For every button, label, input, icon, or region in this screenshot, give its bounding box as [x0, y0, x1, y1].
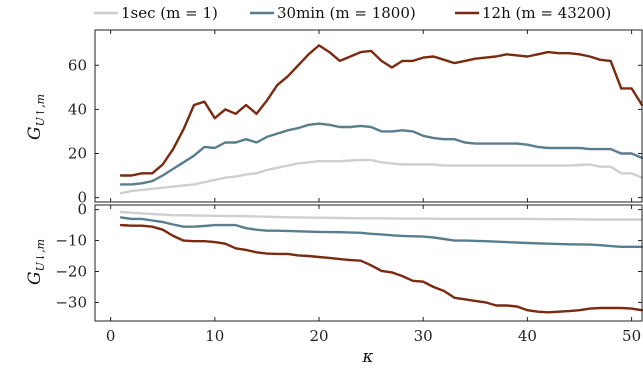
top-y-tick-label: 20 — [68, 144, 87, 162]
top-series-line-1 — [119, 122, 643, 186]
bottom-ticks: 0 −10 −20 −30 0 10 20 30 40 50 — [55, 201, 642, 345]
x-axis-label: κ — [361, 347, 373, 367]
bottom-y-tick-label: −10 — [55, 232, 87, 250]
top-panel: 0 20 40 60 — [68, 29, 643, 207]
top-panel-frame — [94, 29, 643, 203]
top-y-tick-label: 0 — [77, 189, 87, 207]
x-tick-label: 30 — [414, 327, 433, 345]
x-tick-label: 20 — [309, 327, 328, 345]
x-tick-label: 50 — [622, 327, 641, 345]
top-y-axis-label: GU↑,m — [25, 94, 47, 140]
bottom-panel-frame — [94, 204, 643, 322]
top-series-group — [119, 44, 643, 195]
bottom-y-tick-label: −20 — [55, 263, 87, 281]
x-tick-label: 40 — [518, 327, 537, 345]
bottom-y-axis-label: GU↓,m — [25, 239, 47, 285]
top-y-tick-label: 40 — [68, 100, 87, 118]
top-series-line-2 — [119, 44, 643, 177]
bottom-panel: 0 −10 −20 −30 0 10 20 30 40 50 — [55, 201, 643, 345]
bottom-y-tick-label: −30 — [55, 293, 87, 311]
x-tick-label: 10 — [205, 327, 224, 345]
legend: 1sec (m = 1) 30min (m = 1800) 12h (m = 432… — [94, 4, 611, 22]
legend-label-0: 1sec (m = 1) — [121, 4, 218, 22]
legend-label-1: 30min (m = 1800) — [277, 4, 416, 22]
bottom-y-tick-label: 0 — [77, 201, 87, 219]
bottom-series-line-1 — [119, 216, 643, 248]
bottom-series-group — [119, 210, 643, 314]
top-y-tick-label: 60 — [68, 56, 87, 74]
bottom-series-line-2 — [119, 223, 643, 314]
top-series-line-0 — [119, 158, 643, 195]
bottom-series-line-0 — [119, 210, 643, 221]
legend-label-2: 12h (m = 43200) — [482, 4, 611, 22]
top-ticks: 0 20 40 60 — [68, 30, 642, 207]
x-tick-label: 0 — [106, 327, 116, 345]
